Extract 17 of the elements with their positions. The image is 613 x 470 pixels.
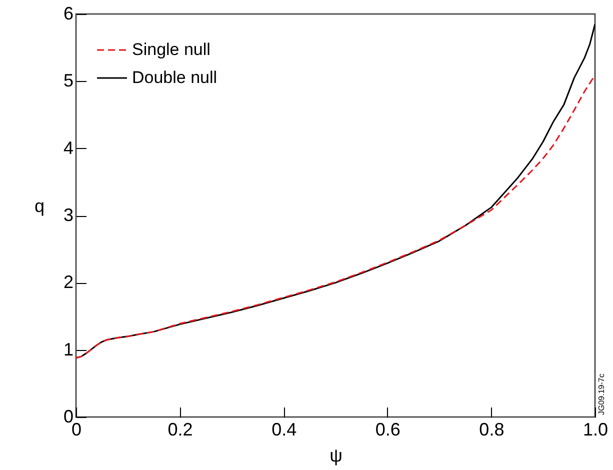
x-axis-title: ψ bbox=[330, 446, 342, 466]
y-tick-label: 3 bbox=[63, 205, 74, 225]
legend-label: Single null bbox=[132, 40, 210, 59]
x-tick-label: 0.2 bbox=[168, 420, 193, 440]
text: JG09.19-7c bbox=[597, 374, 606, 415]
y-tick-label: 4 bbox=[63, 138, 74, 158]
y-tick-label: 5 bbox=[63, 70, 74, 91]
y-tick-label: 1 bbox=[63, 339, 74, 360]
legend-label: Double null bbox=[132, 68, 218, 87]
x-tick-label: 1.0 bbox=[582, 420, 608, 440]
y-axis-title: q bbox=[34, 196, 44, 216]
x-tick-label: 0.4 bbox=[272, 420, 297, 440]
y-tick-label: 6 bbox=[63, 4, 74, 24]
y-tick-label: 0 bbox=[63, 406, 74, 426]
x-tick-label: 0.6 bbox=[375, 420, 400, 440]
x-tick-label: 0.8 bbox=[479, 420, 504, 440]
y-tick-label: 2 bbox=[63, 272, 74, 292]
